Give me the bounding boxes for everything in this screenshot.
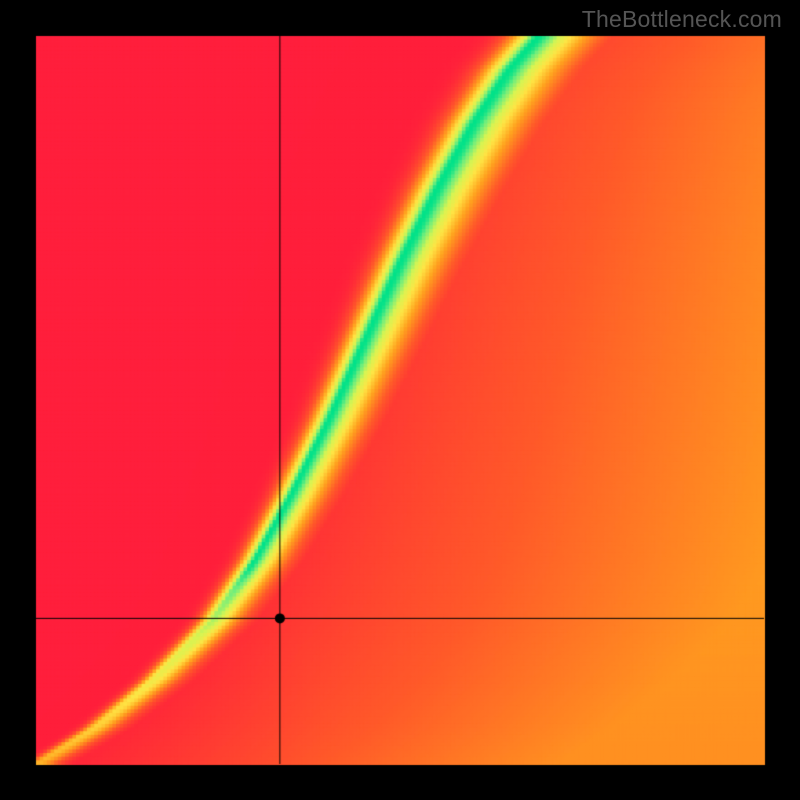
- bottleneck-heatmap: [0, 0, 800, 800]
- chart-container: { "watermark": { "text": "TheBottleneck.…: [0, 0, 800, 800]
- watermark-text: TheBottleneck.com: [582, 6, 782, 33]
